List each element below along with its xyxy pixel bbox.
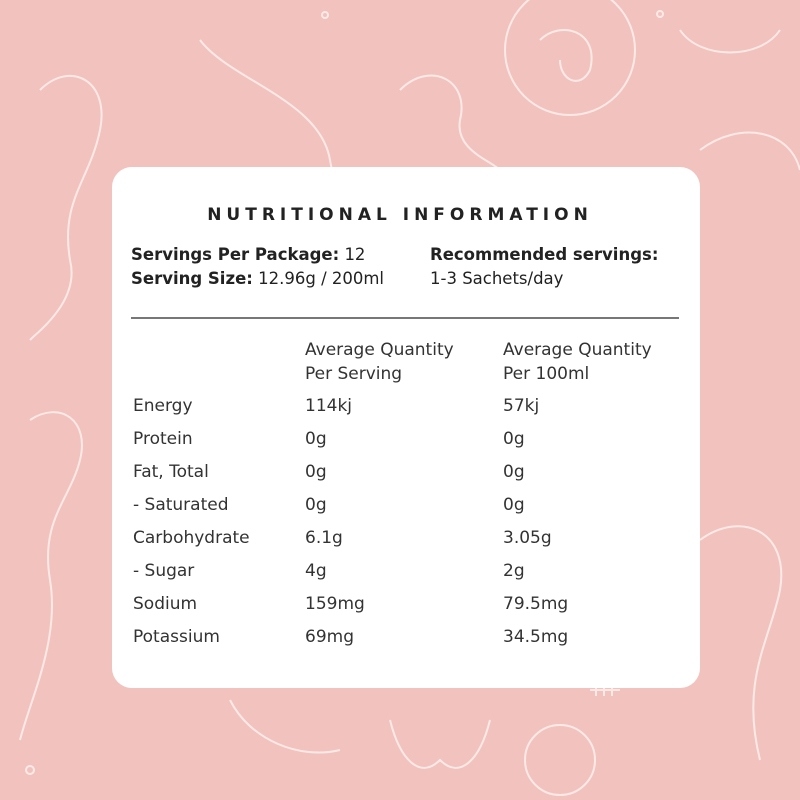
- table-row: Sodium 159mg 79.5mg: [0, 594, 800, 627]
- nutrient-name: - Saturated: [133, 495, 229, 515]
- nutrient-name: - Sugar: [133, 561, 195, 581]
- per-100ml-value: 57kj: [503, 396, 540, 416]
- column-header-line: Per 100ml: [503, 364, 590, 384]
- per-serving-value: 69mg: [305, 627, 354, 647]
- nutrient-name: Energy: [133, 396, 193, 416]
- per-100ml-value: 79.5mg: [503, 594, 569, 614]
- serving-size-value: 12.96g / 200ml: [258, 269, 385, 288]
- divider: [131, 317, 679, 319]
- column-header-per-100ml: Average Quantity Per 100ml: [503, 338, 652, 386]
- per-serving-value: 0g: [305, 429, 327, 449]
- per-100ml-value: 0g: [503, 429, 525, 449]
- column-header-per-serving: Average Quantity Per Serving: [305, 338, 454, 386]
- per-serving-value: 4g: [305, 561, 327, 581]
- per-100ml-value: 0g: [503, 462, 525, 482]
- nutrition-card: [112, 167, 700, 688]
- nutrient-name: Potassium: [133, 627, 220, 647]
- table-row: Fat, Total 0g 0g: [0, 462, 800, 495]
- recommended-info: Recommended servings: 1-3 Sachets/day: [430, 243, 658, 291]
- per-100ml-value: 0g: [503, 495, 525, 515]
- recommended-label: Recommended servings:: [430, 245, 659, 264]
- per-100ml-value: 34.5mg: [503, 627, 569, 647]
- serving-info: Servings Per Package: 12 Serving Size: 1…: [131, 243, 384, 291]
- nutrient-name: Carbohydrate: [133, 528, 250, 548]
- page-title: NUTRITIONAL INFORMATION: [207, 205, 593, 225]
- table-row: Potassium 69mg 34.5mg: [0, 627, 800, 660]
- table-row: - Sugar 4g 2g: [0, 561, 800, 594]
- nutrient-name: Protein: [133, 429, 193, 449]
- servings-per-package-value: 12: [344, 245, 366, 264]
- per-serving-value: 159mg: [305, 594, 365, 614]
- table-row: - Saturated 0g 0g: [0, 495, 800, 528]
- servings-per-package-label: Servings Per Package:: [131, 245, 340, 264]
- nutrient-name: Fat, Total: [133, 462, 209, 482]
- table-row: Carbohydrate 6.1g 3.05g: [0, 528, 800, 561]
- table-row: Protein 0g 0g: [0, 429, 800, 462]
- table-row: Energy 114kj 57kj: [0, 396, 800, 429]
- per-100ml-value: 3.05g: [503, 528, 552, 548]
- per-serving-value: 114kj: [305, 396, 353, 416]
- serving-size-label: Serving Size:: [131, 269, 253, 288]
- recommended-value: 1-3 Sachets/day: [430, 269, 564, 288]
- per-serving-value: 0g: [305, 495, 327, 515]
- per-serving-value: 0g: [305, 462, 327, 482]
- column-header-line: Average Quantity: [305, 340, 454, 360]
- per-100ml-value: 2g: [503, 561, 525, 581]
- column-header-line: Average Quantity: [503, 340, 652, 360]
- per-serving-value: 6.1g: [305, 528, 343, 548]
- nutrient-name: Sodium: [133, 594, 198, 614]
- column-header-line: Per Serving: [305, 364, 403, 384]
